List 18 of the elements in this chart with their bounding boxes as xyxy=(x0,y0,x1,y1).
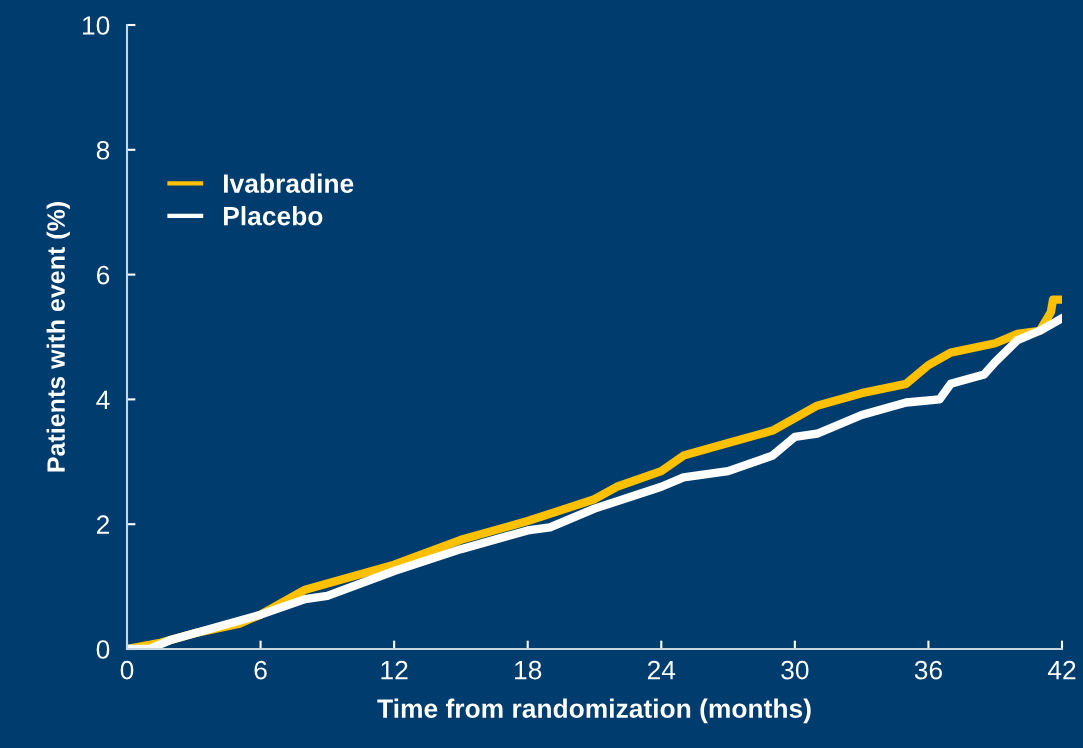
x-tick-label: 24 xyxy=(647,660,676,680)
legend-label: Ivabradine xyxy=(223,173,354,193)
y-tick-label: 2 xyxy=(96,515,110,534)
y-tick-label: 0 xyxy=(96,640,110,659)
x-tick-label: 12 xyxy=(381,660,408,680)
y-tick-label: 6 xyxy=(97,265,110,285)
legend-label: Placebo xyxy=(223,206,323,226)
y-axis-title: Patients with event (%) xyxy=(46,202,70,472)
x-axis-title: Time from randomization (months) xyxy=(377,698,811,724)
x-tick-label: 18 xyxy=(515,660,542,680)
x-tick-label: 6 xyxy=(254,660,267,680)
x-tick-label: 0 xyxy=(120,660,134,680)
x-tick-label: 30 xyxy=(781,660,809,680)
x-tick-label: 42 xyxy=(1047,660,1076,680)
y-tick-label: 8 xyxy=(96,140,110,160)
y-tick-label: 10 xyxy=(83,16,110,35)
y-tick-label: 4 xyxy=(96,390,110,409)
x-tick-label: 36 xyxy=(914,660,942,680)
